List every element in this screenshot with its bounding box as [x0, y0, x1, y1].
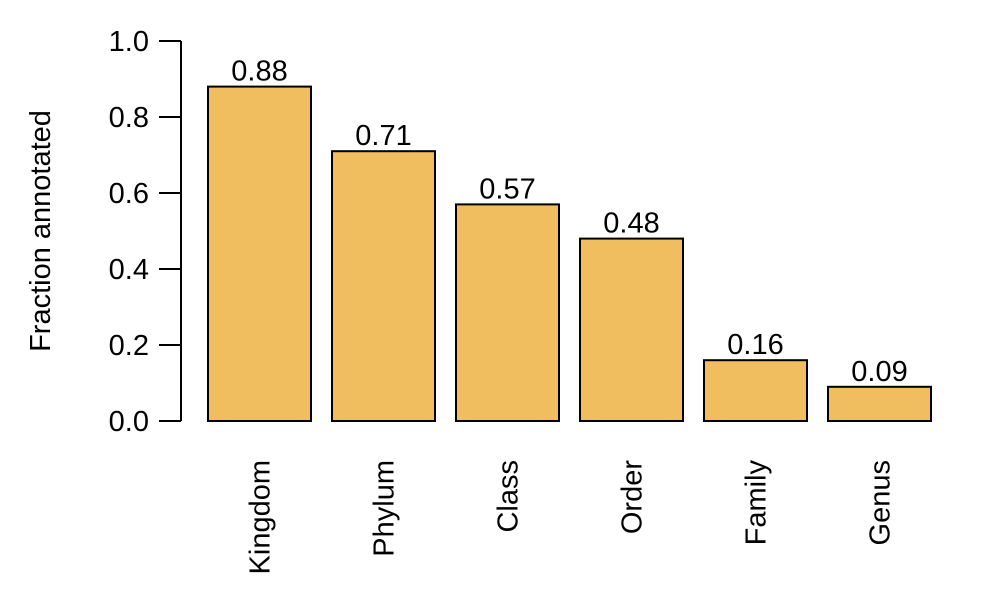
- x-axis-labels: Kingdom Phylum Class Order Family Genus: [245, 460, 897, 575]
- data-label: 0.57: [479, 173, 535, 205]
- x-tick-label: Class: [493, 460, 525, 533]
- y-tick-label: 0.8: [109, 102, 149, 134]
- data-labels: 0.88 0.71 0.57 0.48 0.16 0.09: [231, 56, 907, 388]
- bar-family: [703, 359, 808, 423]
- bar-class: [455, 203, 560, 422]
- x-tick-label: Kingdom: [245, 460, 277, 574]
- y-tick-label: 0.4: [109, 254, 149, 286]
- data-label: 0.88: [231, 56, 287, 88]
- bar-kingdom: [207, 85, 312, 422]
- x-tick-label: Order: [617, 460, 649, 534]
- y-tick-label: 0.0: [109, 406, 149, 438]
- y-axis-label: Fraction annotated: [25, 110, 57, 352]
- y-tick-label: 0.6: [109, 178, 149, 210]
- x-tick-label: Family: [741, 460, 773, 546]
- bar-genus: [827, 385, 932, 422]
- data-label: 0.48: [603, 208, 659, 240]
- data-label: 0.71: [355, 120, 411, 152]
- bars: [207, 85, 932, 423]
- data-label: 0.09: [851, 356, 907, 388]
- y-tick-label: 1.0: [109, 26, 149, 58]
- x-tick-label: Genus: [865, 460, 897, 545]
- bar-order: [579, 237, 684, 422]
- bar-phylum: [331, 150, 436, 422]
- x-tick-label: Phylum: [369, 460, 401, 557]
- data-label: 0.16: [727, 329, 783, 361]
- y-tick-label: 0.2: [109, 330, 149, 362]
- y-axis: 0.0 0.2 0.4 0.6 0.8 1.0: [109, 26, 182, 438]
